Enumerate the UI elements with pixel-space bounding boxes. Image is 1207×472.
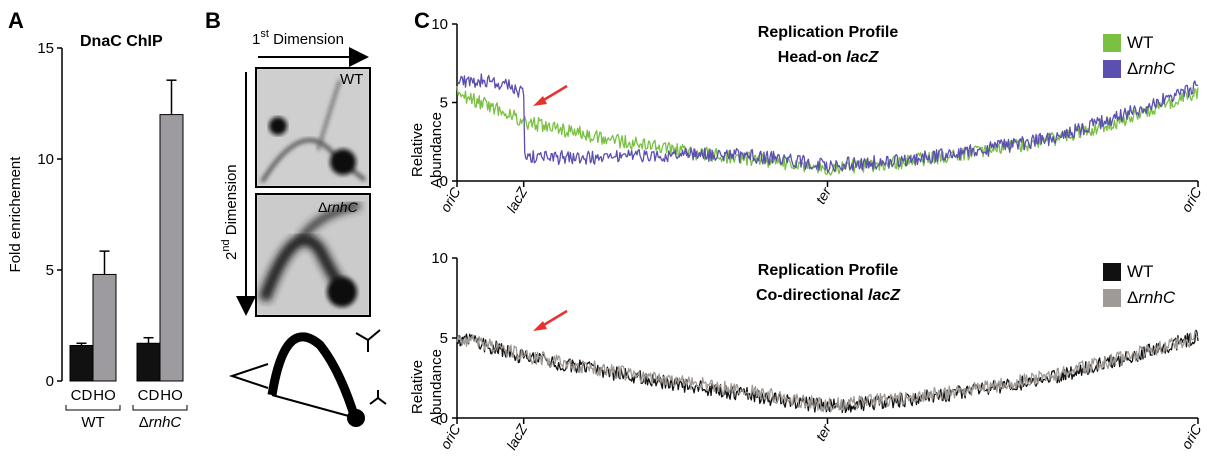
chart-a-ytick-label: 5 — [46, 262, 54, 279]
chart-c-bottom: Replication Profile Co-directional lacZ … — [409, 262, 901, 425]
group-bracket — [132, 405, 188, 411]
chart-c-bottom-subtitle: Co-directional lacZ — [756, 287, 901, 304]
ytick-label: 10 — [431, 250, 448, 267]
bar-group-label: ΔrnhC — [139, 414, 182, 431]
blot-wt: WT — [255, 67, 371, 188]
bar-group-label: WT — [81, 414, 104, 431]
panel-c-letter: C — [414, 8, 430, 33]
chart-c-bottom-ylabel-1: Relative — [409, 360, 426, 414]
xtick-label: oriC — [1178, 421, 1205, 452]
bar — [159, 114, 184, 382]
xtick-label: lacZ — [503, 184, 530, 215]
chart-a-ytick-label: 15 — [37, 40, 54, 57]
blot-rnhc: ΔrnhC — [255, 193, 371, 317]
legend-label: WT — [1127, 262, 1153, 281]
legend-label: ΔrnhC — [1127, 288, 1176, 307]
chart-c-top-ylabel-1: Relative — [409, 123, 426, 177]
chart-c-top: Replication Profile Head-on lacZ Relativ… — [409, 24, 898, 188]
series-line-rnhc — [456, 73, 1199, 173]
ytick-label: 0 — [440, 173, 448, 190]
first-dimension-label: 1st Dimension — [252, 28, 344, 48]
chart-a-title: DnaC ChIP — [80, 33, 163, 50]
xtick-label: lacZ — [503, 421, 530, 452]
panel-a-letter: A — [8, 8, 24, 33]
ytick-label: 5 — [440, 95, 448, 112]
panel-b-letter: B — [205, 8, 221, 33]
series-line-rnhc — [456, 331, 1199, 413]
bar — [136, 342, 161, 382]
xtick-label: oriC — [1178, 184, 1205, 215]
chart-c-top-title: Replication Profile — [758, 24, 899, 41]
bar-category-label: HO — [160, 387, 183, 404]
legend-label: WT — [1127, 33, 1153, 52]
chart-a-ylabel: Fold enrichement — [7, 156, 24, 273]
chart-c-top-subtitle: Head-on lacZ — [778, 49, 880, 66]
legend-label: ΔrnhC — [1127, 59, 1176, 78]
chart-c-bottom-ylabel-2: Abundance — [428, 349, 445, 425]
ytick-label: 0 — [440, 410, 448, 427]
second-dimension-label: 2nd Dimension — [220, 164, 240, 260]
red-arrowhead-bottom-icon — [533, 321, 547, 331]
group-bracket — [65, 405, 121, 411]
xtick-label: ter — [812, 183, 835, 206]
blot-wt-label: WT — [340, 71, 363, 88]
ytick-label: 5 — [440, 330, 448, 347]
red-arrowhead-top-icon — [533, 96, 547, 106]
y-arc-schematic-icon — [228, 329, 387, 427]
bar-category-label: CD — [71, 387, 93, 404]
xtick-label: ter — [812, 420, 835, 443]
chart-a-ytick-label: 10 — [37, 151, 54, 168]
legend-swatch — [1103, 289, 1121, 307]
bar — [69, 344, 94, 382]
chart-a-ytick-label: 0 — [46, 373, 54, 390]
legend-swatch — [1103, 34, 1121, 52]
chart-c-top-ylabel-2: Abundance — [428, 112, 445, 188]
bar — [92, 273, 117, 382]
bar-category-label: HO — [93, 387, 116, 404]
legend-swatch — [1103, 60, 1121, 78]
chart-c-bottom-title: Replication Profile — [758, 262, 899, 279]
legend-swatch — [1103, 263, 1121, 281]
blot-rnhc-label: ΔrnhC — [318, 199, 359, 215]
bar-category-label: CD — [138, 387, 160, 404]
series-line-wt — [456, 329, 1199, 414]
ytick-label: 10 — [431, 16, 448, 33]
